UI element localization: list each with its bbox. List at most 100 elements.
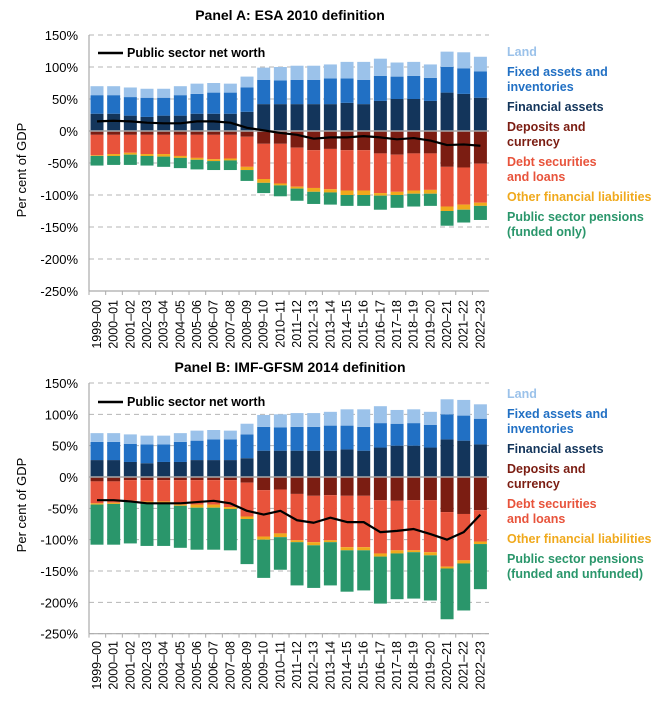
bar-segment [407, 409, 421, 424]
bar-segment [340, 547, 354, 551]
x-tick-label: 2014–15 [340, 641, 354, 690]
bar-segment [90, 441, 104, 461]
bar-segment [140, 444, 154, 464]
bar-segment [423, 189, 437, 194]
bar-segment [340, 425, 354, 450]
bar-segment [457, 415, 471, 441]
bar-segment [407, 153, 421, 191]
bar-segment [107, 481, 121, 503]
bar-segment [390, 131, 404, 155]
x-tick-label: 2019–20 [423, 300, 437, 349]
legend-net-worth: Public sector net worth [127, 46, 265, 60]
bar-segment [390, 445, 404, 477]
bar-segment [157, 88, 171, 98]
bar-segment [340, 449, 354, 477]
bar-segment [123, 154, 137, 165]
bar-segment [473, 97, 487, 131]
x-tick-label: 2007–08 [223, 300, 237, 349]
bar-segment [357, 195, 371, 206]
bar-segment [140, 154, 154, 156]
bar-segment [390, 423, 404, 446]
bar-segment [340, 131, 354, 151]
bar-segment [157, 156, 171, 167]
legend-item: Deposits and [507, 462, 586, 476]
bar-segment [90, 95, 104, 114]
x-tick-label: 2015–16 [357, 300, 371, 349]
bar-segment [273, 477, 287, 490]
bar-segment [173, 477, 187, 481]
bar-segment [207, 92, 221, 114]
bar-segment [190, 159, 204, 170]
bar-segment [323, 64, 337, 79]
panel-title: Panel B: IMF-GFSM 2014 definition [174, 359, 405, 375]
bar-segment [207, 83, 221, 93]
bar-segment [423, 411, 437, 425]
bar-segment [357, 150, 371, 191]
bar-segment [240, 136, 254, 167]
x-tick-label: 2006–07 [207, 300, 221, 349]
bar-segment [407, 423, 421, 446]
bar-segment [407, 445, 421, 477]
bar-segment [123, 87, 137, 98]
bar-segment [123, 502, 137, 544]
bar-segment [157, 461, 171, 477]
bar-segment [457, 560, 471, 564]
bar-segment [407, 193, 421, 207]
x-tick-label: 2022–23 [473, 641, 487, 690]
x-tick-label: 2004–05 [173, 300, 187, 349]
bar-segment [457, 93, 471, 131]
bar-segment [157, 97, 171, 116]
bar-segment [190, 157, 204, 160]
bar-segment [290, 450, 304, 477]
bar-segment [90, 460, 104, 477]
bar-segment [390, 500, 404, 551]
bar-segment [373, 477, 387, 501]
bar-segment [423, 500, 437, 553]
bar-segment [90, 504, 104, 545]
y-tick-label: 0% [59, 124, 78, 139]
x-tick-label: 2010–11 [273, 641, 287, 689]
bar-segment [207, 477, 221, 481]
bar-segment [157, 501, 171, 503]
x-tick-label: 2018–19 [407, 300, 421, 349]
bar-segment [123, 152, 137, 155]
bar-segment [373, 193, 387, 196]
bar-segment [323, 450, 337, 477]
bar-segment [223, 507, 237, 509]
bar-segment [340, 195, 354, 206]
bar-segment [90, 131, 104, 135]
bar-segment [423, 193, 437, 206]
bar-segment [123, 477, 137, 481]
bar-segment [140, 97, 154, 117]
bar-segment [457, 204, 471, 210]
bar-segment [273, 80, 287, 105]
bar-segment [190, 440, 204, 461]
bar-segment [390, 76, 404, 99]
bar-segment [373, 553, 387, 557]
bar-segment [340, 190, 354, 195]
bar-segment [273, 183, 287, 186]
panel-a: Panel A: ESA 2010 definition 150% 100% 50% 0… [14, 7, 652, 349]
bar-segment [457, 477, 471, 514]
x-tick-label: 2018–19 [407, 641, 421, 690]
bar-segment [190, 93, 204, 114]
bar-segment [307, 191, 321, 204]
bar-segment [190, 131, 204, 135]
bar-segment [307, 477, 321, 496]
x-tick-label: 2013–14 [323, 300, 337, 349]
y-tick-label: -50% [48, 156, 79, 171]
bar-segment [240, 87, 254, 112]
bar-segment [407, 477, 421, 501]
bar-segment [373, 406, 387, 424]
bar-segment [323, 411, 337, 426]
bar-segment [357, 190, 371, 195]
bar-segment [140, 131, 154, 135]
bar-segment [323, 104, 337, 131]
legend-item: Land [507, 45, 537, 59]
x-tick-label: 2017–18 [390, 641, 404, 690]
legend-item: Other financial liabilities [507, 532, 652, 546]
bar-segment [423, 555, 437, 601]
x-tick-label: 2021–22 [457, 641, 471, 690]
bar-segment [173, 157, 187, 169]
bar-segment [107, 502, 121, 504]
